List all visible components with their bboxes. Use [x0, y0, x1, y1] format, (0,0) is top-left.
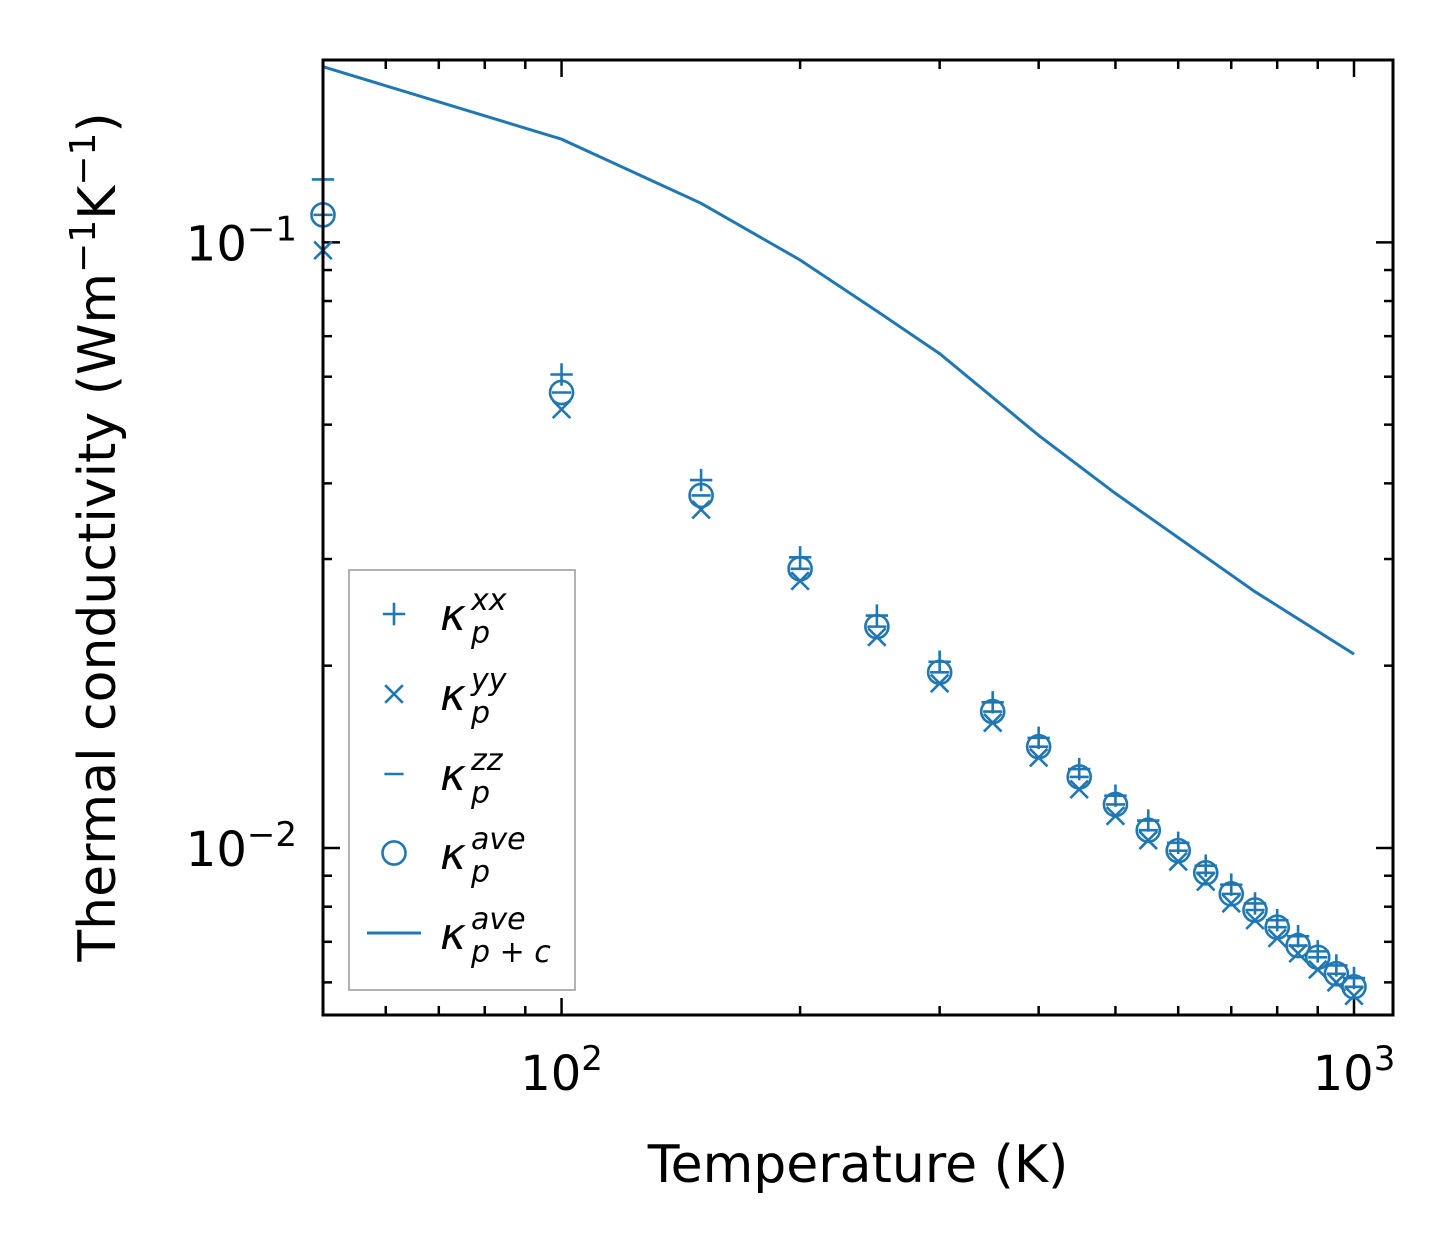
legend-label-sup: yy — [470, 663, 508, 698]
point-kyy — [1196, 871, 1216, 892]
point-kave — [1135, 817, 1162, 844]
legend-label-sub: p + c — [470, 935, 551, 970]
legend-marker-circle — [381, 840, 407, 866]
plot-frame — [321, 58, 1395, 1017]
legend-label-sup: zz — [470, 743, 504, 778]
point-kave — [1218, 881, 1245, 907]
legend-box — [348, 569, 576, 991]
x-tick-label: 102 — [520, 1039, 603, 1102]
point-kave — [979, 698, 1006, 725]
point-kyy — [691, 499, 711, 520]
series-kave_pc-line — [322, 65, 1355, 656]
point-kyy — [1221, 893, 1241, 914]
y-axis-label-exp2: −1 — [63, 133, 104, 186]
point-kave — [1341, 973, 1367, 1000]
point-kyy — [1138, 830, 1158, 850]
ticks-layer: 102 103 10−1 10−2 — [186, 58, 1396, 1102]
legend-label-sup: ave — [471, 822, 526, 857]
point-kave — [688, 482, 714, 509]
legend-label-symbol: κ — [440, 829, 466, 880]
point-kave — [1323, 960, 1350, 987]
point-kave — [1264, 914, 1291, 941]
point-kave — [1285, 932, 1311, 959]
y-axis-label-end: ) — [68, 112, 128, 132]
legend-label-sub: p — [470, 855, 490, 890]
x-tick-label: 103 — [1313, 1039, 1396, 1102]
legend-label-symbol: κ — [440, 750, 466, 801]
point-kyy — [1288, 943, 1308, 964]
legend-label-sub: p — [470, 616, 490, 651]
point-kave — [1304, 944, 1331, 971]
y-axis-label-mid: K — [68, 184, 128, 220]
y-axis-label-exp1: −1 — [63, 220, 104, 273]
legend-label-symbol: κ — [440, 909, 466, 960]
point-kave — [1165, 837, 1192, 864]
y-axis-label-main: Thermal conductivity (Wm — [68, 273, 128, 963]
point-kave — [864, 613, 890, 640]
y-axis-label: Thermal conductivity (Wm−1K−1) — [63, 112, 128, 962]
point-kyy — [1344, 986, 1364, 1006]
point-kave — [1242, 897, 1268, 923]
legend-marker-plus — [382, 602, 406, 626]
y-tick-label: 10−1 — [186, 209, 297, 272]
marks-layer — [310, 65, 1367, 1006]
point-kave — [926, 659, 953, 686]
legend-label-sub: p — [470, 776, 490, 811]
point-kave — [787, 556, 813, 582]
point-kave — [548, 379, 575, 406]
point-kxx — [550, 363, 573, 386]
point-kxx — [1306, 940, 1329, 963]
legend-marker-x — [384, 684, 404, 704]
point-kave — [1025, 733, 1052, 760]
legend-label-sup: ave — [471, 902, 526, 937]
legend-label-sup: xx — [470, 583, 507, 618]
legend-label-symbol: κ — [440, 670, 466, 721]
point-kxx — [689, 468, 713, 492]
y-tick-label: 10−2 — [186, 815, 297, 878]
point-kave — [1192, 859, 1219, 886]
x-axis-label: Temperature (K) — [647, 1135, 1069, 1195]
legend-label-sub: p — [470, 696, 490, 731]
point-kave — [1066, 764, 1093, 790]
point-kyy — [1245, 910, 1265, 930]
point-kave — [1102, 791, 1129, 818]
legend-label-symbol: κ — [440, 590, 466, 641]
